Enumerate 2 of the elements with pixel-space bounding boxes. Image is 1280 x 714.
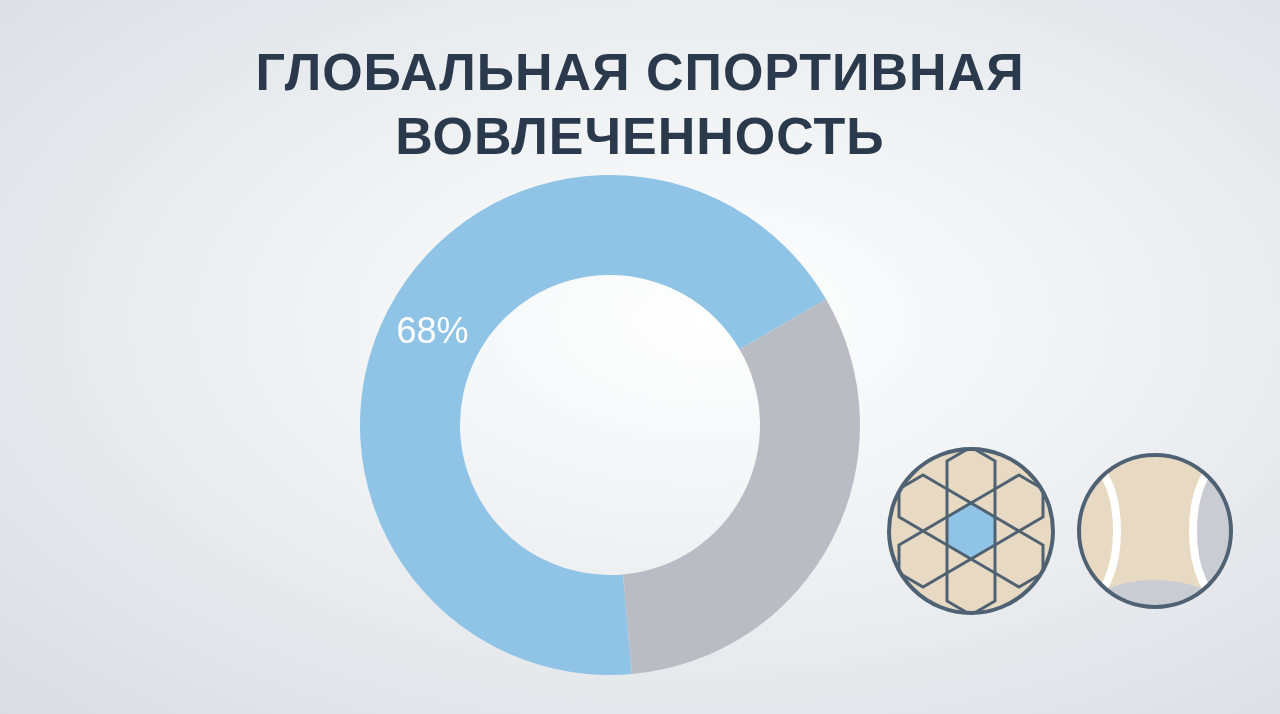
chart-title: ГЛОБАЛЬНАЯ СПОРТИВНАЯ ВОВЛЕЧЕННОСТЬ <box>254 42 1026 167</box>
data-label: 68% <box>396 309 469 351</box>
